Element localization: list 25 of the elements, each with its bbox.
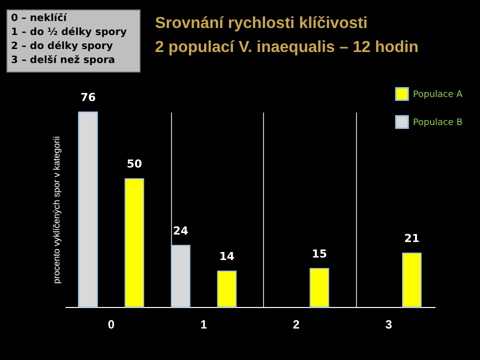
- text: 1 – do ½ délky spory: [11, 27, 128, 38]
- y-axis-title: procento vyklíčených spor v kategorii: [52, 136, 62, 284]
- data-label: 24: [172, 224, 189, 238]
- x-tick-label: 1: [200, 318, 208, 332]
- bar: [402, 252, 422, 308]
- data-label: 14: [219, 250, 235, 264]
- text: 2 populací V. inaequalis – 12 hodin: [155, 39, 418, 56]
- bar: [78, 112, 98, 308]
- data-label: 15: [312, 248, 328, 261]
- legend-label: Populace B: [413, 118, 463, 128]
- bar: [310, 268, 330, 308]
- text: 3 – delší než spora: [11, 55, 116, 66]
- data-label: 76: [80, 91, 96, 104]
- data-label: 50: [126, 158, 142, 171]
- text: 2 – do délky spory: [11, 41, 114, 52]
- bar: [124, 178, 144, 308]
- bar: [217, 270, 237, 308]
- text: 0 – neklíčí: [11, 13, 68, 24]
- data-label: 21: [404, 232, 420, 246]
- bar: [170, 244, 190, 308]
- x-tick-label: 2: [292, 318, 300, 332]
- x-tick-label: 3: [385, 318, 392, 332]
- text: Srovnání rychlosti klíčivosti: [155, 15, 368, 32]
- legend-label: Populace A: [413, 90, 464, 100]
- x-tick-label: 0: [108, 318, 115, 332]
